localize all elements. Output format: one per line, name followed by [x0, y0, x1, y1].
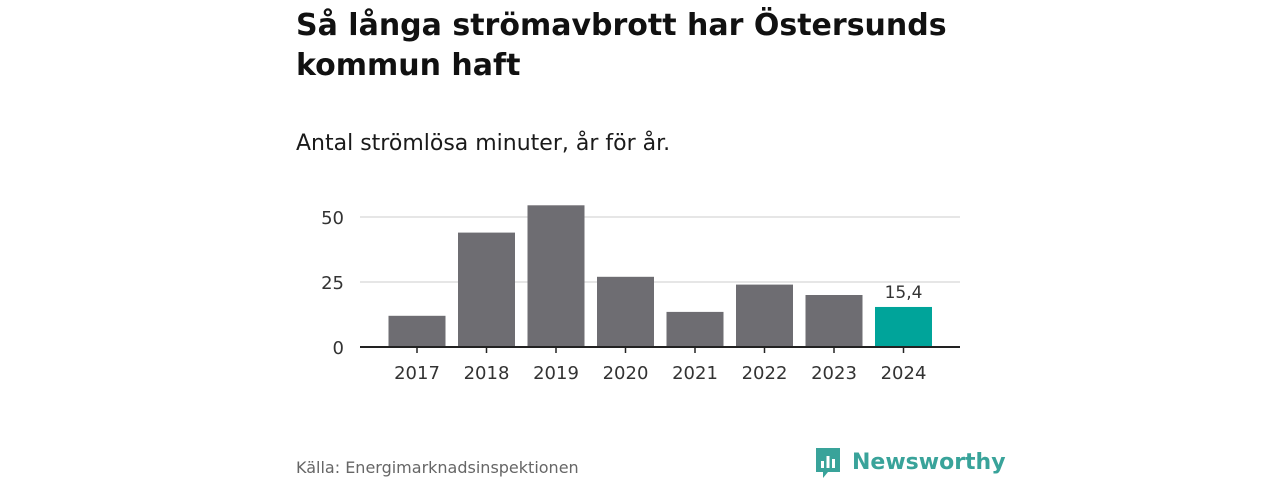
y-tick-label-25: 25: [321, 273, 344, 294]
x-tick-label-2017: 2017: [394, 363, 440, 384]
x-tick-label-2019: 2019: [533, 363, 579, 384]
data-label-2024: 15,4: [885, 283, 923, 303]
chart-subtitle: Antal strömlösa minuter, år för år.: [296, 131, 671, 156]
brand-name: Newsworthy: [852, 450, 1006, 475]
x-tick-label-2023: 2023: [811, 363, 857, 384]
bar-2022: [736, 284, 793, 347]
x-tick-label-2021: 2021: [672, 363, 718, 384]
x-tick-label-2020: 2020: [603, 363, 649, 384]
y-tick-label-50: 50: [321, 208, 344, 229]
x-tick-label-2024: 2024: [881, 363, 927, 384]
bar-2019: [527, 205, 585, 347]
x-tick-label-2018: 2018: [464, 363, 510, 384]
x-tick-label-2022: 2022: [742, 363, 788, 384]
bar-2018: [458, 232, 515, 347]
bar-2017: [388, 315, 446, 347]
chart-title: Så långa strömavbrott har Östersunds kom…: [296, 8, 947, 83]
newsworthy-logo-icon: [816, 448, 840, 478]
bar-2023: [805, 295, 863, 347]
bar-2020: [597, 276, 654, 347]
bar-chart: 0 25 50 2017 2018 2019 2020 2021 2022 2023 2024 15,…: [321, 205, 960, 384]
bar-2024: [875, 306, 932, 347]
source-note: Källa: Energimarknadsinspektionen: [296, 458, 579, 477]
y-tick-label-0: 0: [333, 338, 344, 359]
bar-2021: [666, 311, 724, 347]
brand-logo: Newsworthy: [814, 446, 1006, 480]
